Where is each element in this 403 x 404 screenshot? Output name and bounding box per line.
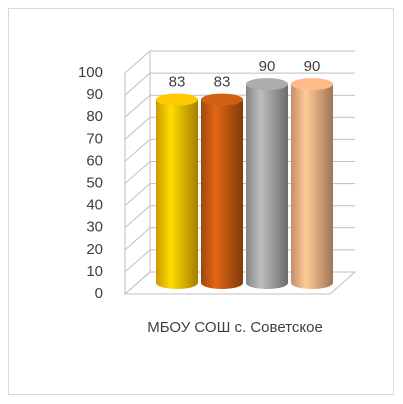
- bar: [201, 99, 243, 289]
- bar-top: [156, 93, 198, 106]
- y-tick-label: 70: [86, 130, 103, 147]
- y-tick-label: 10: [86, 263, 103, 280]
- bar-top: [201, 93, 243, 106]
- data-label: 83: [214, 74, 231, 91]
- bar: [246, 84, 288, 289]
- bar-top: [246, 78, 288, 91]
- y-tick-label: 30: [86, 219, 103, 236]
- chart-frame: [8, 8, 394, 395]
- y-tick-label: 20: [86, 241, 103, 258]
- bar-top: [291, 78, 333, 91]
- bar: [291, 84, 333, 289]
- grid-line: [124, 50, 355, 74]
- y-tick-label: 0: [95, 285, 103, 302]
- y-tick-label: 40: [86, 197, 103, 214]
- y-tick-label: 80: [86, 108, 103, 125]
- y-tick-label: 90: [86, 86, 103, 103]
- y-tick-label: 100: [78, 64, 103, 81]
- data-label: 90: [304, 58, 321, 75]
- y-tick-label: 50: [86, 174, 103, 191]
- data-label: 83: [169, 74, 186, 91]
- data-label: 90: [259, 58, 276, 75]
- bar: [156, 99, 198, 289]
- x-tick-label: МБОУ СОШ с. Советское: [147, 319, 323, 336]
- y-tick-label: 60: [86, 152, 103, 169]
